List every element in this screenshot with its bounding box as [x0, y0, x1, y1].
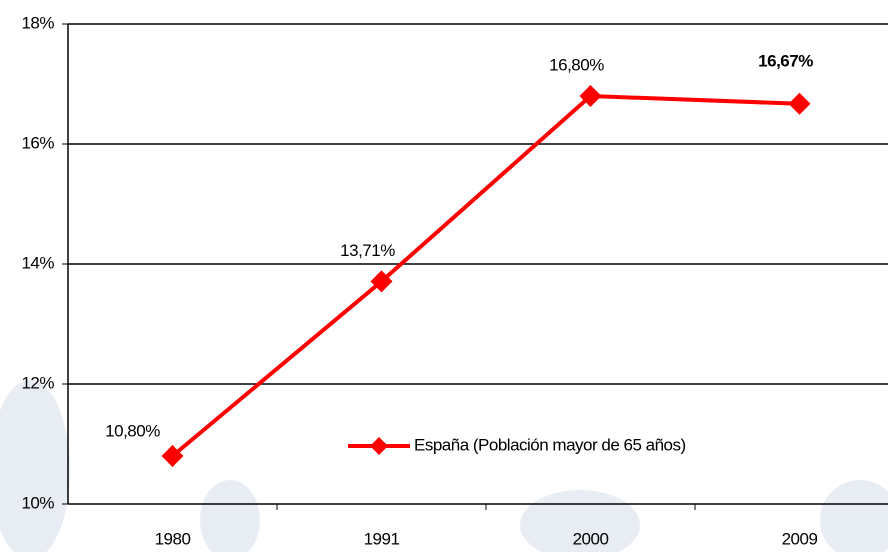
- x-tick-label: 1991: [364, 529, 400, 548]
- x-tick-label: 2009: [782, 529, 818, 548]
- y-tick-label: 16%: [21, 133, 54, 152]
- y-tick-label: 10%: [21, 493, 54, 512]
- value-label: 16,67%: [758, 51, 813, 70]
- x-tick-label: 1980: [155, 529, 191, 548]
- y-tick-label: 12%: [21, 373, 54, 392]
- legend-label: España (Población mayor de 65 años): [414, 435, 686, 454]
- legend-marker: [370, 437, 388, 455]
- value-label: 13,71%: [340, 241, 395, 260]
- value-label: 10,80%: [105, 421, 160, 440]
- y-tick-label: 18%: [21, 13, 54, 32]
- line: [173, 96, 800, 456]
- y-tick-label: 14%: [21, 253, 54, 272]
- chart: 10% 12% 14% 16% 18% 1980 1991 2000 2009 10,80% 13,…: [0, 0, 888, 552]
- x-tick-label: 2000: [573, 529, 609, 548]
- background-silhouettes: [0, 380, 888, 552]
- marker: [789, 93, 811, 115]
- value-label: 16,80%: [549, 55, 604, 74]
